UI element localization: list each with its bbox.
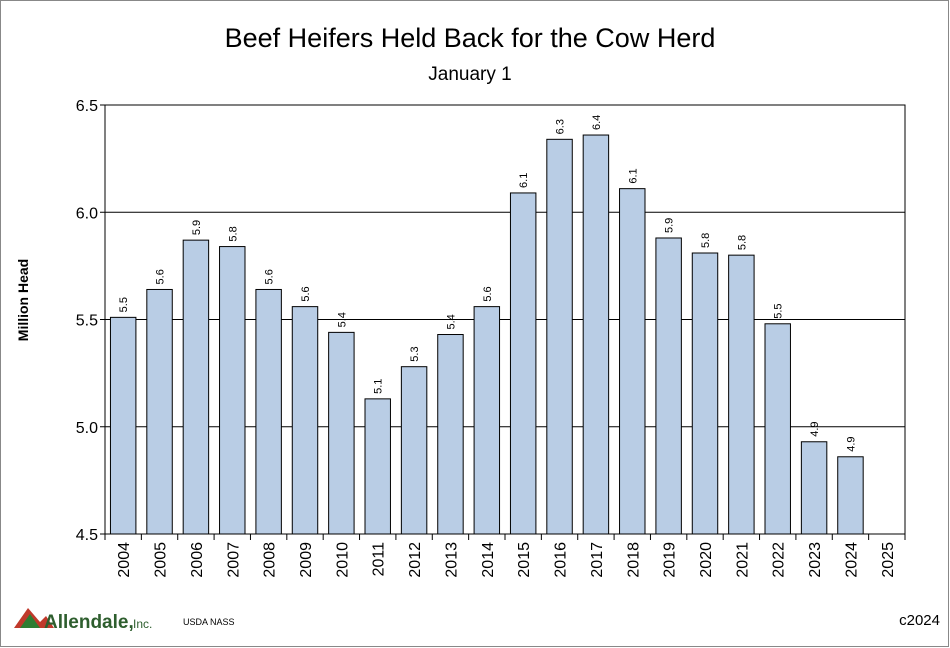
bar <box>655 237 682 535</box>
value-label: 5.8 <box>700 233 712 248</box>
value-label: 5.4 <box>336 312 348 327</box>
bar <box>255 288 282 535</box>
x-tick-label: 2015 <box>516 542 533 578</box>
value-label: 5.5 <box>118 297 130 312</box>
x-tick-label: 2023 <box>807 542 824 578</box>
bar <box>364 398 391 535</box>
bar <box>437 334 464 535</box>
value-label: 5.5 <box>773 303 785 318</box>
x-tick-label: 2020 <box>698 542 715 578</box>
logo-suffix: Inc. <box>133 617 152 631</box>
y-tick-label: 6.0 <box>76 205 98 222</box>
logo-icon <box>20 614 40 628</box>
copyright: c2024 <box>899 612 940 629</box>
value-label: 5.6 <box>300 286 312 301</box>
bar <box>691 252 719 535</box>
x-tick-label: 2009 <box>298 542 315 578</box>
value-label: 6.1 <box>627 168 639 183</box>
value-label: 5.8 <box>227 226 239 241</box>
value-label: 6.4 <box>591 115 603 130</box>
x-tick-label: 2013 <box>443 542 460 578</box>
value-label: 6.1 <box>518 173 530 188</box>
x-tick-label: 2019 <box>662 542 679 578</box>
value-label: 5.9 <box>191 220 203 235</box>
bar <box>509 192 537 535</box>
bar <box>800 441 828 535</box>
value-label: 5.6 <box>155 269 167 284</box>
chart-title: Beef Heifers Held Back for the Cow Herd <box>225 23 716 53</box>
value-label: 4.9 <box>845 436 857 451</box>
chart-subtitle: January 1 <box>428 64 511 85</box>
value-label: 5.6 <box>264 269 276 284</box>
x-tick-label: 2018 <box>625 542 642 578</box>
x-tick-label: 2016 <box>553 542 570 578</box>
x-tick-label: 2008 <box>262 542 279 578</box>
x-tick-label: 2022 <box>771 542 788 578</box>
x-tick-label: 2007 <box>225 542 242 578</box>
x-tick-label: 2012 <box>407 542 424 578</box>
x-tick-label: 2006 <box>189 542 206 578</box>
x-tick-label: 2011 <box>371 542 388 577</box>
x-tick-label: 2021 <box>734 542 751 578</box>
value-label: 5.8 <box>736 235 748 250</box>
value-label: 5.6 <box>482 286 494 301</box>
x-tick-label: 2010 <box>334 542 351 578</box>
source: USDA NASS <box>183 617 235 627</box>
x-tick-label: 2004 <box>116 542 133 578</box>
bar <box>146 288 173 535</box>
bar <box>582 134 610 535</box>
bar <box>837 456 864 535</box>
value-label: 5.3 <box>409 346 421 361</box>
bar <box>219 246 246 535</box>
bar <box>546 138 573 535</box>
bar <box>291 306 319 535</box>
bar <box>328 331 355 535</box>
x-tick-label: 2025 <box>880 542 897 578</box>
value-label: 5.9 <box>664 218 676 233</box>
bar <box>400 366 428 535</box>
logo-name: Allendale, <box>44 612 134 633</box>
y-tick-label: 5.5 <box>76 313 98 330</box>
value-label: 6.3 <box>555 119 567 134</box>
value-label: 4.9 <box>809 421 821 436</box>
bar <box>728 254 755 535</box>
y-axis-label: Million Head <box>15 259 31 341</box>
value-label: 5.1 <box>373 379 385 394</box>
y-tick-label: 5.0 <box>76 420 98 437</box>
bar <box>182 239 210 535</box>
x-tick-label: 2014 <box>480 542 497 578</box>
y-tick-label: 4.5 <box>76 527 98 544</box>
bar <box>109 316 137 535</box>
bar <box>764 323 791 535</box>
logo: Allendale, Inc. <box>14 608 152 633</box>
bar <box>473 306 501 535</box>
bar <box>619 188 646 535</box>
y-tick-label: 6.5 <box>76 98 98 115</box>
value-label: 5.4 <box>445 314 457 329</box>
x-tick-label: 2017 <box>589 542 606 578</box>
x-tick-label: 2024 <box>843 542 860 578</box>
x-tick-label: 2005 <box>153 542 170 578</box>
